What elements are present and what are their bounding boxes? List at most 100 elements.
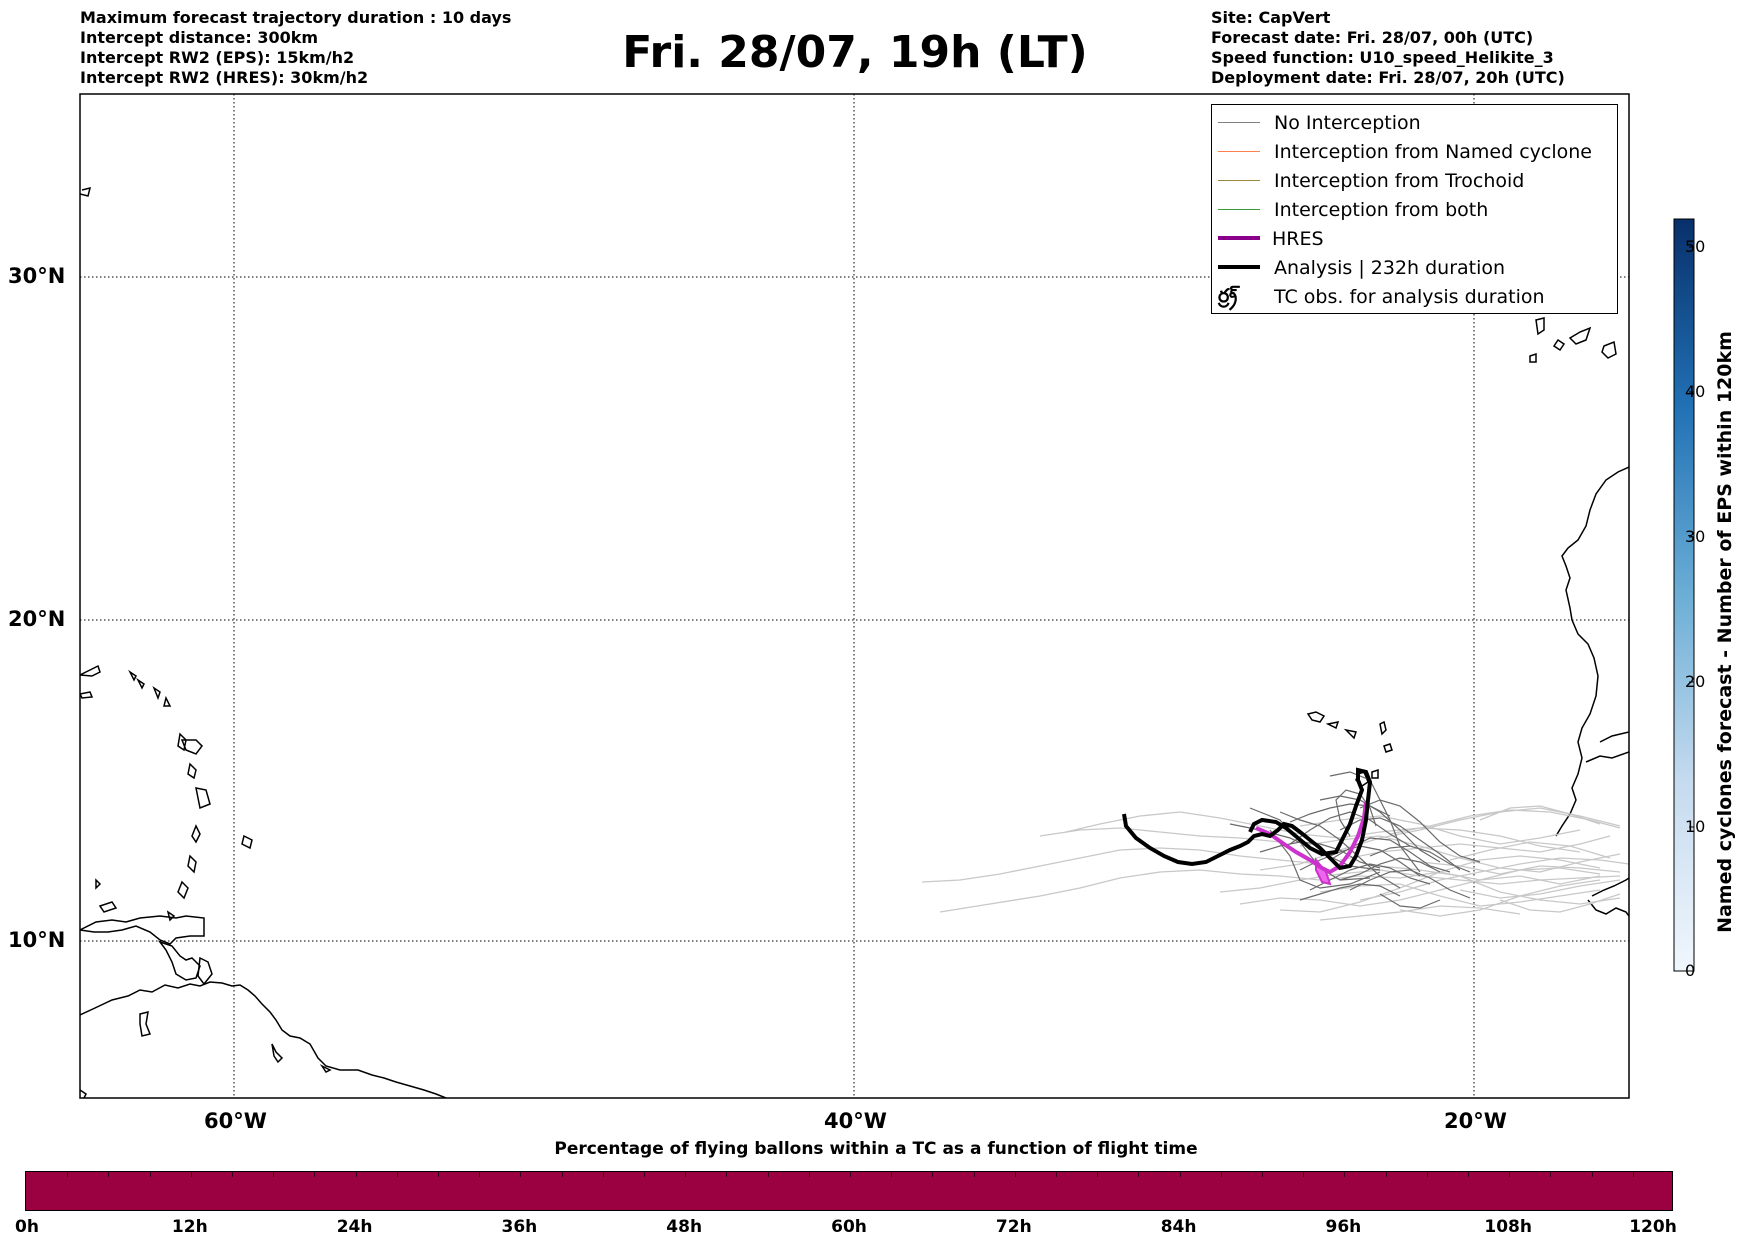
colorbar-horizontal-tick-label: 36h — [501, 1217, 538, 1237]
colorbar-segment-divider — [1056, 1172, 1057, 1177]
legend-swatch — [1218, 180, 1260, 181]
lon-label: 20°W — [1444, 1109, 1507, 1133]
colorbar-segment-divider — [1591, 1172, 1593, 1177]
map-frame — [79, 93, 1630, 1099]
colorbar-segment-divider — [67, 1172, 69, 1177]
lat-label: 20°N — [8, 607, 66, 631]
colorbar-horizontal-tick-label: 96h — [1325, 1217, 1362, 1237]
colorbar-segment-divider — [891, 1172, 893, 1177]
colorbar-segment-divider — [932, 1172, 934, 1177]
colorbar-segment-divider — [1468, 1172, 1469, 1177]
colorbar-segment-divider — [1014, 1172, 1016, 1177]
legend-label: Interception from both — [1274, 199, 1489, 221]
colorbar-segment-divider — [1509, 1172, 1511, 1177]
colorbar-vertical-ticks — [1689, 246, 1694, 972]
colorbar-segment-divider — [602, 1172, 604, 1177]
colorbar-horizontal — [25, 1171, 1673, 1211]
lon-label: 60°W — [204, 1109, 267, 1133]
legend-swatch — [1218, 122, 1260, 123]
colorbar-vertical-label-text: Named cyclones forecast - Number of EPS … — [1714, 331, 1736, 933]
colorbar-segment-divider — [314, 1172, 316, 1177]
colorbar-segment-divider — [1344, 1172, 1346, 1177]
colorbar-segment-divider — [520, 1172, 522, 1177]
legend-label: No Interception — [1274, 112, 1421, 134]
colorbar-segment-divider — [561, 1172, 563, 1177]
coastlines — [80, 186, 1629, 1098]
header-right-line: Site: CapVert — [1211, 8, 1331, 27]
legend-item: HRES — [1212, 225, 1617, 253]
colorbar-tick-label: 30 — [1685, 527, 1706, 546]
tc-symbol-icon: ర్ర్ర్ — [1218, 285, 1238, 307]
legend-item: Analysis | 232h duration — [1212, 254, 1617, 282]
colorbar-segment-divider — [479, 1172, 481, 1177]
colorbar-segment-divider — [232, 1172, 233, 1177]
legend-label: TC obs. for analysis duration — [1274, 286, 1545, 308]
colorbar-segment-divider — [1385, 1172, 1387, 1177]
lat-label: 10°N — [8, 928, 66, 952]
header-left-line: Maximum forecast trajectory duration : 1… — [80, 8, 512, 27]
hres-trajectory — [1255, 801, 1368, 886]
header-right: Site: CapVert Forecast date: Fri. 28/07,… — [1211, 8, 1565, 88]
colorbar-segment-divider — [396, 1172, 398, 1177]
colorbar-segment-divider — [1426, 1172, 1428, 1177]
colorbar-segment-divider — [850, 1172, 851, 1177]
colorbar-segment-divider — [767, 1172, 769, 1177]
analysis-trajectory — [1122, 767, 1373, 871]
colorbar-horizontal-title: Percentage of flying ballons within a TC… — [554, 1139, 1198, 1159]
colorbar-segment-divider — [1097, 1172, 1099, 1177]
legend-item: Interception from both — [1212, 196, 1617, 224]
header-left-line: Intercept RW2 (HRES): 30km/h2 — [80, 68, 369, 87]
colorbar-segment-divider — [973, 1172, 975, 1177]
colorbar-horizontal-tick-label: 108h — [1484, 1217, 1532, 1237]
colorbar-vertical — [1673, 218, 1695, 972]
map-title: Fri. 28/07, 19h (LT) — [622, 27, 1088, 78]
legend-swatch — [1218, 265, 1260, 269]
colorbar-segment-divider — [685, 1172, 687, 1177]
colorbar-segment-divider — [808, 1172, 810, 1177]
colorbar-horizontal-tick-label: 48h — [666, 1217, 703, 1237]
header-left-line: Intercept distance: 300km — [80, 28, 319, 47]
header-left: Maximum forecast trajectory duration : 1… — [80, 8, 511, 88]
colorbar-horizontal-tick-label: 72h — [995, 1217, 1032, 1237]
legend-label: HRES — [1272, 228, 1324, 250]
legend-swatch — [1218, 209, 1260, 210]
legend-swatch — [1218, 151, 1260, 152]
colorbar-horizontal-tick-label: 84h — [1160, 1217, 1197, 1237]
legend-item: No Interception — [1212, 109, 1617, 137]
lat-label: 30°N — [8, 264, 66, 288]
colorbar-segment-divider — [1262, 1172, 1263, 1177]
colorbar-segment-divider — [1303, 1172, 1305, 1177]
colorbar-horizontal-tick-label: 12h — [171, 1217, 208, 1237]
legend-item: Interception from Named cyclone — [1212, 138, 1617, 166]
colorbar-segment-divider — [644, 1172, 645, 1177]
colorbar-tick-label: 50 — [1685, 237, 1706, 256]
legend-item: ర్ర్ర్ TC obs. for analysis duration — [1212, 283, 1617, 311]
colorbar-tick-label: 10 — [1685, 817, 1706, 836]
colorbar-segment-divider — [1179, 1172, 1181, 1177]
colorbar-segment-divider — [108, 1172, 110, 1177]
colorbar-segment-divider — [355, 1172, 357, 1177]
colorbar-segment-divider — [149, 1172, 151, 1177]
header-left-line: Intercept RW2 (EPS): 15km/h2 — [80, 48, 355, 67]
legend-label: Interception from Trochoid — [1274, 170, 1525, 192]
colorbar-horizontal-tick-label: 0h — [15, 1217, 39, 1237]
colorbar-segment-divider — [726, 1172, 728, 1177]
colorbar-segment-divider — [1138, 1172, 1140, 1177]
colorbar-segment-divider — [1632, 1172, 1634, 1177]
map-legend: No Interception Interception from Named … — [1211, 104, 1618, 314]
lon-label: 40°W — [824, 1109, 887, 1133]
header-right-line: Deployment date: Fri. 28/07, 20h (UTC) — [1211, 68, 1565, 87]
eps-trajectories-dark — [1229, 771, 1481, 909]
colorbar-horizontal-tick-label: 60h — [831, 1217, 867, 1237]
colorbar-segment-divider — [1220, 1172, 1222, 1177]
legend-item: Interception from Trochoid — [1212, 167, 1617, 195]
colorbar-tick-label: 40 — [1685, 382, 1706, 401]
colorbar-segment-divider — [190, 1172, 192, 1177]
colorbar-tick-label: 20 — [1685, 672, 1706, 691]
gridlines — [80, 94, 1629, 1098]
colorbar-tick-label: 0 — [1685, 961, 1696, 980]
header-right-line: Forecast date: Fri. 28/07, 00h (UTC) — [1211, 28, 1534, 47]
colorbar-segment-divider — [273, 1172, 275, 1177]
legend-label: Interception from Named cyclone — [1274, 141, 1592, 163]
